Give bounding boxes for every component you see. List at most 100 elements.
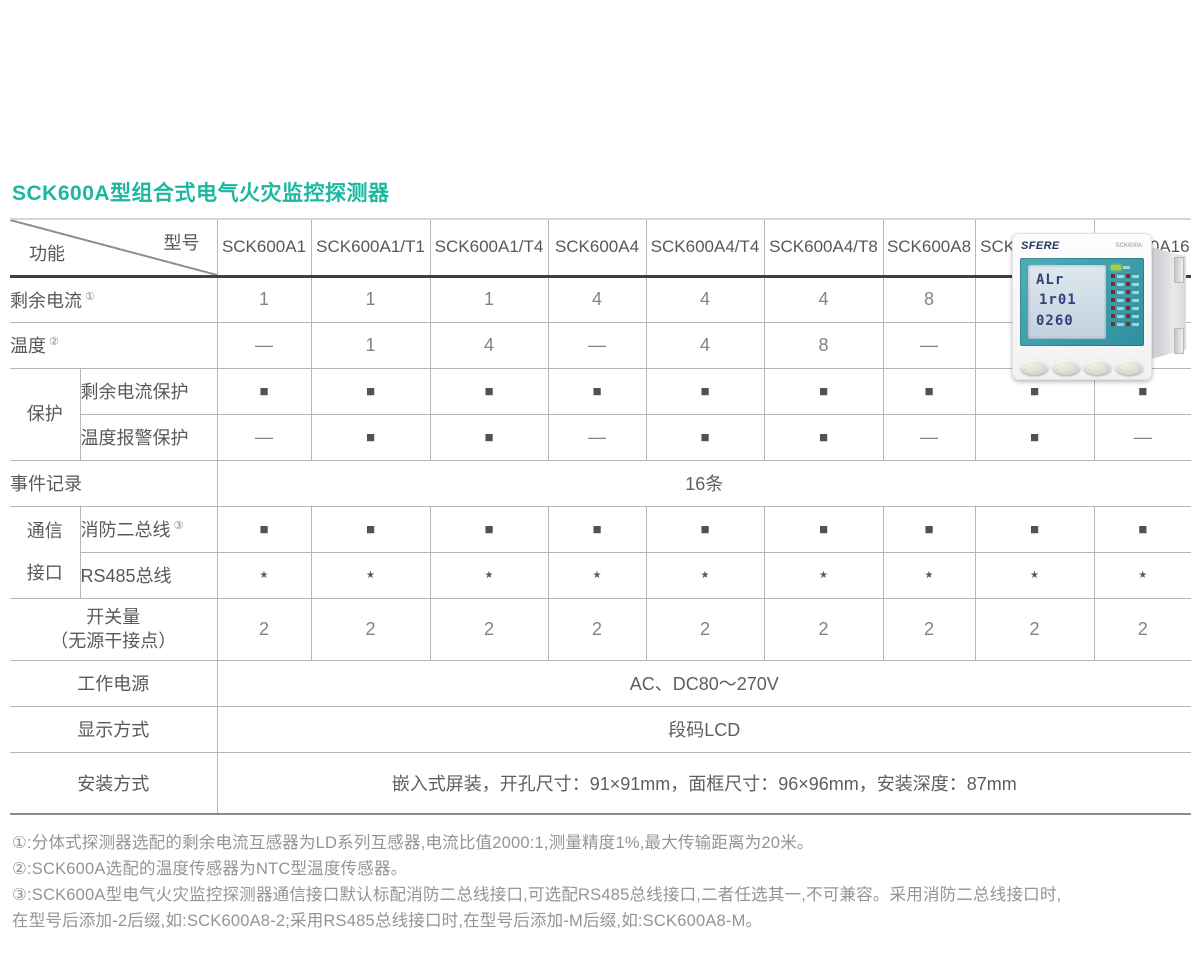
device-front: SFERE SCK600A ALr 1r01 0260 (1012, 233, 1152, 380)
sub-label: 温度报警保护 (79, 413, 217, 460)
status-led (1111, 306, 1115, 310)
value-cell: ■ (763, 367, 883, 414)
value-cell: 2 (547, 597, 646, 660)
value-cell: ■ (216, 367, 311, 414)
value-cell: ■ (216, 505, 311, 552)
mounting-clip (1174, 257, 1184, 283)
value-cell: ★ (310, 551, 430, 598)
sub-label: RS485总线 (79, 551, 217, 598)
footnote-marker: ① (85, 290, 95, 303)
lcd-line: ALr (1036, 272, 1065, 288)
value-cell: 8 (882, 275, 975, 322)
value-cell: 2 (882, 597, 975, 660)
value-cell: ■ (310, 505, 430, 552)
corner-label-model: 型号 (163, 233, 200, 253)
device-button (1021, 360, 1048, 375)
value-cell: 1 (216, 275, 311, 322)
sub-label: 剩余电流保护 (79, 367, 217, 414)
status-led (1111, 314, 1115, 318)
value-cell: ★ (547, 551, 646, 598)
value-cell: ■ (547, 367, 646, 414)
merged-value: 嵌入式屏装，开孔尺寸：91×91mm，面框尺寸：96×96mm，安装深度：87m… (216, 751, 1191, 815)
lcd-line: 0260 (1036, 312, 1074, 329)
value-cell: ■ (547, 505, 646, 552)
value-cell: — (882, 321, 975, 368)
value-cell: ■ (429, 413, 548, 460)
row-label: 显示方式 (10, 705, 217, 752)
status-led (1111, 298, 1115, 302)
value-cell: ■ (1093, 505, 1191, 552)
value-cell: ★ (216, 551, 311, 598)
value-cell: ★ (429, 551, 548, 598)
value-cell: — (216, 321, 311, 368)
value-cell: 4 (645, 275, 764, 322)
model-header: SCK600A4 (547, 218, 646, 278)
footnote: ③:SCK600A型电气火灾监控探测器通信接口默认标配消防二总线接口,可选配RS… (12, 886, 1062, 904)
value-cell: ★ (882, 551, 975, 598)
value-cell: ■ (645, 505, 764, 552)
device-button (1052, 360, 1080, 375)
led-indicators (1111, 265, 1139, 340)
merged-value: AC、DC80～270V (216, 659, 1191, 706)
value-cell: 4 (547, 275, 646, 322)
value-cell: ■ (310, 413, 430, 460)
model-header: SCK600A1 (216, 218, 311, 278)
row-label: 安装方式 (10, 751, 217, 815)
value-cell: ■ (974, 505, 1094, 552)
value-cell: 2 (1093, 597, 1191, 660)
status-led (1111, 274, 1115, 278)
value-cell: ★ (763, 551, 883, 598)
model-header: SCK600A1/T1 (310, 218, 430, 278)
footnotes: ①:分体式探测器选配的剩余电流互感器为LD系列互感器,电流比值2000:1,测量… (12, 830, 1200, 934)
value-cell: ■ (429, 367, 548, 414)
value-cell: 4 (763, 275, 883, 322)
status-led (1111, 282, 1115, 286)
device-model: SCK600A (1115, 242, 1142, 249)
footnote: ①:分体式探测器选配的剩余电流互感器为LD系列互感器,电流比值2000:1,测量… (12, 834, 814, 852)
value-cell: 1 (429, 275, 548, 322)
datasheet-page: SFERE SCK600A ALr 1r01 0260 (0, 183, 1200, 960)
value-cell: 2 (429, 597, 548, 660)
device-buttons (1021, 360, 1143, 375)
status-led (1111, 290, 1115, 294)
power-led (1111, 265, 1121, 270)
value-cell: — (216, 413, 311, 460)
value-cell: 1 (310, 275, 430, 322)
row-label: 温度 ② (10, 321, 217, 368)
device-panel: ALr 1r01 0260 (1020, 258, 1144, 346)
value-cell: 1 (310, 321, 430, 368)
row-label: 剩余电流 ① (10, 275, 217, 322)
value-cell: 4 (645, 321, 764, 368)
model-header: SCK600A8 (882, 218, 975, 278)
value-cell: ■ (882, 367, 975, 414)
footnote: ②:SCK600A选配的温度传感器为NTC型温度传感器。 (12, 860, 408, 878)
product-image: SFERE SCK600A ALr 1r01 0260 (1012, 233, 1186, 380)
lcd-line: 1r01 (1039, 292, 1077, 309)
corner-label-function: 功能 (29, 243, 65, 264)
value-cell: ■ (310, 367, 430, 414)
value-cell: ★ (974, 551, 1094, 598)
row-label: 工作电源 (10, 659, 217, 706)
device-button (1084, 360, 1112, 375)
device-brand: SFERE (1021, 239, 1060, 252)
value-cell: 2 (310, 597, 430, 660)
group-label: 保护 (10, 367, 80, 460)
group-label: 通信 接口 (10, 505, 80, 598)
merged-value: 16条 (216, 459, 1191, 506)
lcd-display: ALr 1r01 0260 (1028, 265, 1106, 339)
value-cell: ■ (882, 505, 975, 552)
value-cell: ■ (429, 505, 548, 552)
model-header: SCK600A4/T4 (645, 218, 764, 278)
value-cell: — (547, 413, 646, 460)
value-cell: ■ (763, 413, 883, 460)
value-cell: 2 (974, 597, 1094, 660)
value-cell: ■ (974, 413, 1094, 460)
footnote: 在型号后添加-2后缀,如:SCK600A8-2;采用RS485总线接口时,在型号… (12, 912, 763, 930)
spec-table: 型号 功能 SCK600A1 SCK600A1/T1 SCK600A1/T4 SCK600… (10, 218, 1191, 815)
page-title: SCK600A型组合式电气火灾监控探测器 (12, 182, 390, 205)
corner-header-cell: 型号功能 (10, 218, 217, 278)
row-label: 事件记录 (10, 459, 217, 506)
value-cell: 4 (429, 321, 548, 368)
value-cell: ★ (645, 551, 764, 598)
footnote-marker: ② (49, 336, 59, 348)
